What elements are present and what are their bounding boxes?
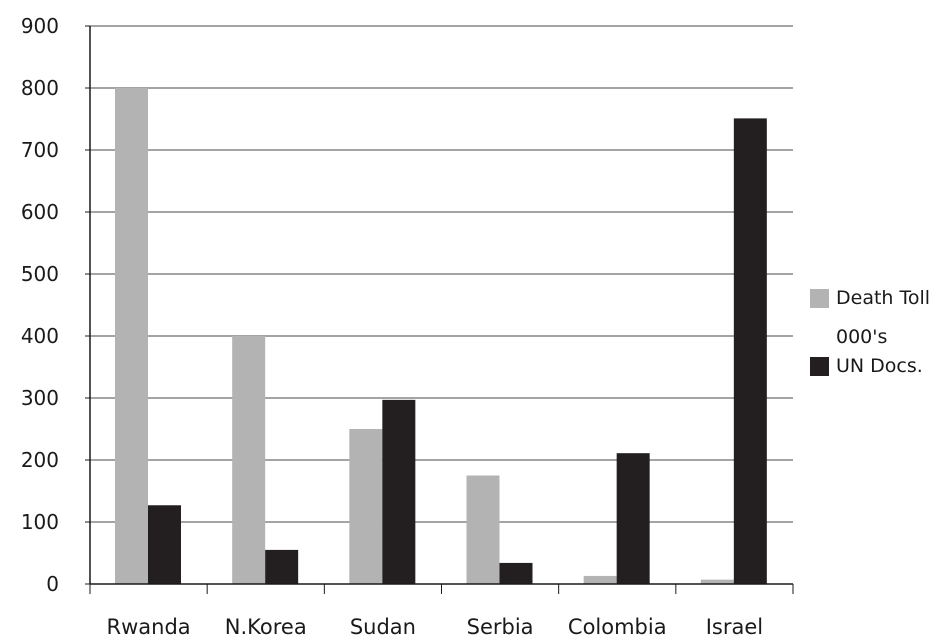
bar-colombia-un-docs	[616, 453, 650, 584]
bar-nkorea-death-toll	[232, 336, 266, 584]
grid-lines	[90, 25, 793, 523]
bar-sudan-death-toll	[349, 429, 383, 584]
y-tick-label: 800	[21, 76, 59, 100]
y-tick-label: 0	[46, 572, 59, 596]
category-label: Israel	[706, 615, 763, 639]
y-tick-label: 400	[21, 324, 59, 348]
y-tick-label: 500	[21, 262, 59, 286]
legend: Death Toll 000's UN Docs.	[810, 287, 930, 377]
category-labels: Rwanda N.Korea Sudan Serbia Colombia Israel	[107, 615, 764, 639]
legend-swatch-death-toll	[810, 289, 829, 308]
bar-serbia-un-docs	[499, 562, 533, 584]
bar-rwanda-death-toll	[115, 88, 148, 584]
bar-israel-un-docs	[733, 118, 767, 584]
axes	[89, 26, 793, 585]
bar-nkorea-un-docs	[265, 549, 299, 584]
y-tick-label: 200	[21, 448, 59, 472]
bars	[115, 88, 767, 584]
category-label: Serbia	[467, 615, 534, 639]
y-tick-label: 900	[21, 14, 59, 38]
legend-swatch-un-docs	[810, 357, 829, 376]
bar-sudan-un-docs	[382, 399, 416, 584]
y-tick-label: 100	[21, 510, 59, 534]
y-tick-labels: 0 100 200 300 400 500 600 700 800 900	[21, 14, 90, 596]
bar-serbia-death-toll	[466, 475, 500, 584]
category-label: Rwanda	[107, 615, 191, 639]
category-label: Colombia	[568, 615, 667, 639]
y-tick-label: 700	[21, 138, 59, 162]
legend-label: Death Toll	[836, 287, 930, 309]
bar-rwanda-un-docs	[148, 505, 181, 584]
legend-label: 000's	[836, 326, 887, 348]
legend-label: UN Docs.	[836, 355, 923, 377]
bar-colombia-death-toll	[583, 575, 617, 584]
y-tick-label: 300	[21, 386, 59, 410]
category-label: Sudan	[350, 615, 416, 639]
x-tick-marks	[89, 584, 794, 594]
y-tick-label: 600	[21, 200, 59, 224]
bar-israel-death-toll	[700, 579, 734, 584]
category-label: N.Korea	[225, 615, 307, 639]
